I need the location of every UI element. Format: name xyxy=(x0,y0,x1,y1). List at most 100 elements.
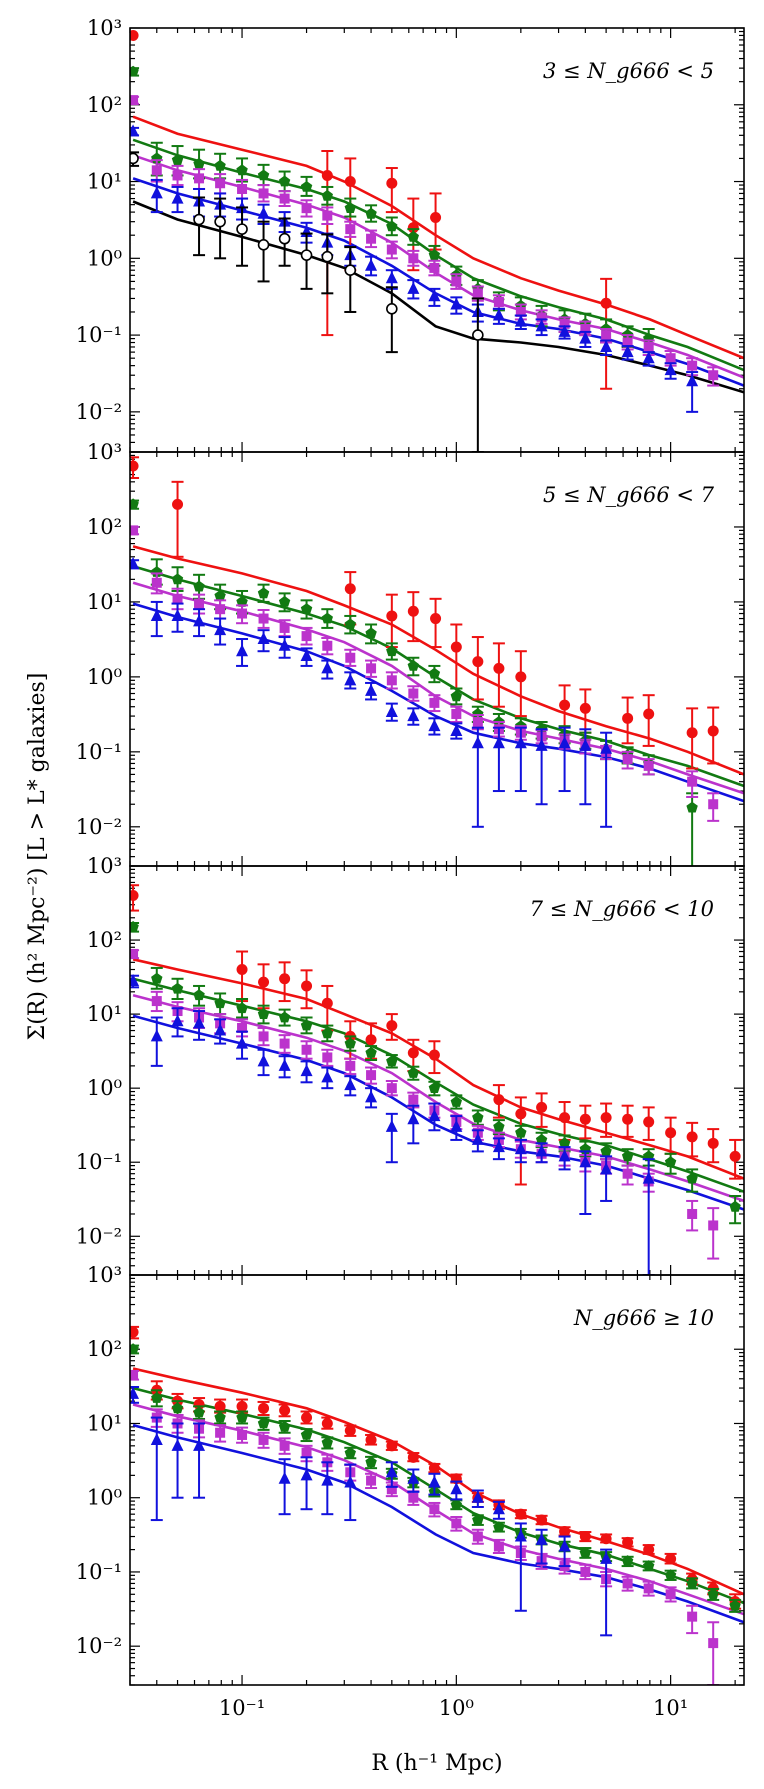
data-point-blue xyxy=(257,1054,270,1067)
data-point-green xyxy=(428,667,441,679)
y-tick-label: 10⁻² xyxy=(76,400,122,424)
panel-4: 10⁻² 10⁻¹ 10⁰ 10¹ 10² 10³ N_g666 ≥ 10 xyxy=(76,1263,745,1686)
data-point-magenta xyxy=(279,1038,290,1049)
data-point-green xyxy=(386,1055,398,1067)
panel-frame xyxy=(129,865,745,1276)
data-point-green xyxy=(472,1111,484,1123)
data-point-magenta xyxy=(408,1492,419,1503)
data-point-blue xyxy=(344,1078,357,1091)
data-point-green xyxy=(193,157,205,169)
data-point-magenta xyxy=(345,224,356,235)
data-point-red xyxy=(428,1462,440,1474)
data-point-magenta xyxy=(258,1434,269,1445)
data-point-green xyxy=(171,982,184,994)
data-point-magenta xyxy=(451,708,462,719)
data-point-blue xyxy=(600,1551,613,1564)
data-point-blue xyxy=(150,1029,163,1042)
data-point-blue xyxy=(664,363,677,376)
data-point-magenta xyxy=(687,1208,698,1219)
data-point-magenta xyxy=(215,1427,226,1438)
data-point-blue xyxy=(492,736,505,749)
data-point-magenta xyxy=(687,360,698,371)
y-tick-label: 10⁻¹ xyxy=(76,323,122,347)
data-point-blue xyxy=(514,1529,527,1542)
data-point-red xyxy=(130,1326,139,1338)
data-point-blue xyxy=(193,1016,206,1029)
data-point-blue xyxy=(428,1109,441,1122)
data-point-green xyxy=(493,1521,505,1533)
data-point-green xyxy=(643,1560,655,1571)
data-point-blue xyxy=(579,331,592,344)
data-point-green xyxy=(729,1200,741,1212)
data-point-red xyxy=(279,1404,291,1416)
data-point-blue xyxy=(150,1432,163,1445)
data-point-red xyxy=(515,671,527,683)
y-tick-label: 10³ xyxy=(87,854,122,878)
data-point-black xyxy=(386,302,398,315)
data-point-green xyxy=(236,595,248,607)
data-point-green xyxy=(236,164,248,176)
data-point-red xyxy=(321,997,333,1009)
data-point-magenta xyxy=(472,288,483,299)
data-point-magenta xyxy=(386,675,397,686)
data-point-blue xyxy=(471,736,484,749)
data-point-blue xyxy=(450,1482,463,1495)
data-point-black xyxy=(193,213,205,226)
data-point-magenta xyxy=(665,1589,676,1600)
plot-area xyxy=(130,884,744,1275)
y-tick-label: 10⁻¹ xyxy=(76,1560,122,1584)
data-point-blue xyxy=(300,1064,313,1077)
data-point-magenta xyxy=(408,1094,419,1105)
data-point-magenta xyxy=(472,1531,483,1542)
data-point-green xyxy=(472,708,484,719)
data-point-blue xyxy=(344,1475,357,1488)
data-point-black xyxy=(257,238,270,251)
data-point-green xyxy=(493,1120,505,1132)
data-point-green xyxy=(257,1008,270,1019)
data-point-blue xyxy=(130,1386,140,1399)
y-tick-label: 10⁰ xyxy=(87,246,122,270)
y-tick-label: 10⁻² xyxy=(76,815,122,839)
data-point-blue xyxy=(428,1475,441,1488)
data-point-green xyxy=(193,1406,205,1418)
y-tick-label: 10⁰ xyxy=(87,665,122,689)
data-point-magenta xyxy=(345,1060,356,1071)
plot-area xyxy=(130,1325,744,1685)
data-point-magenta xyxy=(366,233,377,244)
panel-annotation: 3 ≤ N_g666 < 5 xyxy=(543,59,714,83)
data-point-green xyxy=(729,1599,741,1611)
data-point-green xyxy=(214,159,226,171)
data-point-blue xyxy=(300,1468,313,1481)
data-point-blue xyxy=(171,1438,184,1451)
data-point-blue xyxy=(428,289,441,302)
data-point-blue xyxy=(130,124,140,137)
data-point-green xyxy=(321,1027,333,1039)
data-point-magenta xyxy=(322,640,333,651)
data-point-green xyxy=(686,1172,698,1184)
data-point-magenta xyxy=(130,525,139,536)
data-point-magenta xyxy=(580,1566,591,1577)
data-point-red xyxy=(600,1112,612,1124)
data-point-red xyxy=(686,727,698,739)
data-point-green xyxy=(472,1514,484,1525)
data-point-green xyxy=(130,1343,139,1355)
data-point-black xyxy=(236,223,248,235)
data-point-magenta xyxy=(429,697,440,708)
data-point-red xyxy=(536,1514,548,1526)
data-point-red xyxy=(130,460,139,472)
data-point-blue xyxy=(514,314,527,327)
data-point-magenta xyxy=(151,996,162,1007)
data-point-magenta xyxy=(301,1448,312,1459)
data-point-red xyxy=(172,498,184,510)
panel-frame xyxy=(129,1274,745,1686)
data-point-red xyxy=(386,1440,398,1452)
data-point-green xyxy=(365,1046,377,1058)
data-point-blue xyxy=(535,1144,548,1157)
data-point-magenta xyxy=(366,663,377,674)
data-point-magenta xyxy=(580,324,591,335)
data-point-magenta xyxy=(279,1440,290,1451)
data-point-magenta xyxy=(536,312,547,323)
data-point-red xyxy=(622,712,634,724)
data-point-red xyxy=(707,725,719,737)
